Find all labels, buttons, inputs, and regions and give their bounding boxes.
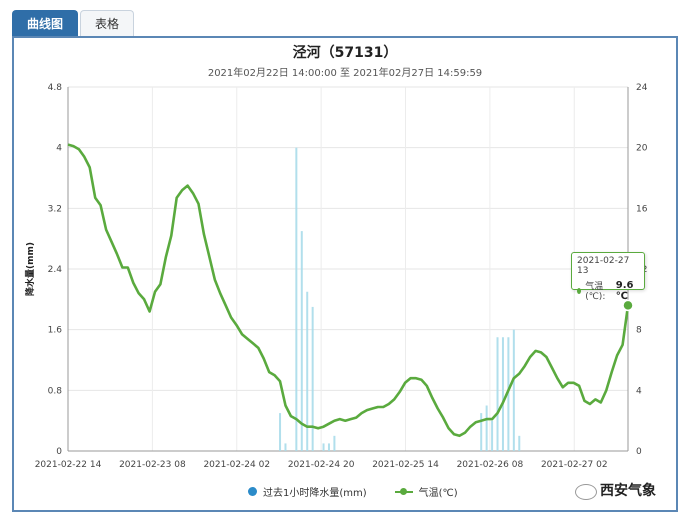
temperature-line-marker-icon bbox=[394, 487, 413, 495]
precipitation-bar bbox=[518, 435, 521, 451]
tooltip-series-dot-icon bbox=[577, 287, 582, 294]
y-right-tick-label: 4 bbox=[636, 386, 642, 396]
legend-item-temperature[interactable]: 气温(℃) bbox=[394, 484, 458, 499]
precipitation-bar bbox=[496, 337, 499, 451]
y-right-tick-label: 0 bbox=[636, 447, 642, 457]
precipitation-bar bbox=[480, 413, 483, 451]
data-tooltip: 2021-02-27 13 气温(℃): 9.6 ℃ bbox=[571, 252, 645, 302]
x-tick-label: 2021-02-27 02 bbox=[541, 460, 608, 470]
chart-panel bbox=[12, 36, 678, 512]
tooltip-label: 气温(℃): bbox=[585, 282, 606, 302]
precipitation-bar bbox=[311, 306, 314, 451]
tooltip-value: 9.6 ℃ bbox=[615, 279, 634, 302]
precipitation-bar bbox=[306, 291, 309, 451]
temperature-line bbox=[67, 143, 630, 438]
y-left-tick-label: 3.2 bbox=[48, 204, 62, 214]
tooltip-time: 2021-02-27 13 bbox=[577, 256, 630, 276]
precipitation-bar bbox=[507, 337, 510, 451]
y-left-tick-label: 4 bbox=[56, 144, 62, 154]
wechat-logo-icon bbox=[575, 484, 597, 500]
tab-chart[interactable]: 曲线图 bbox=[12, 10, 79, 36]
precipitation-bar bbox=[300, 231, 303, 451]
precipitation-bar bbox=[327, 443, 330, 451]
precipitation-bar bbox=[491, 420, 494, 451]
x-tick-label: 2021-02-25 14 bbox=[372, 460, 439, 470]
y-axis-left-title: 降水量(mm) bbox=[24, 242, 36, 296]
x-tick-label: 2021-02-26 08 bbox=[457, 460, 524, 470]
chart-title: 泾河（57131） bbox=[292, 45, 398, 61]
precipitation-bar bbox=[279, 413, 282, 451]
y-left-tick-label: 1.6 bbox=[48, 326, 63, 336]
precipitation-marker-icon bbox=[248, 487, 257, 496]
y-right-tick-label: 20 bbox=[636, 144, 648, 154]
x-tick-label: 2021-02-23 08 bbox=[119, 460, 186, 470]
precipitation-bar bbox=[322, 443, 325, 451]
chart-legend: 过去1小时降水量(mm) 气温(℃) bbox=[248, 484, 486, 499]
precipitation-bar bbox=[485, 405, 488, 451]
legend-item-precipitation[interactable]: 过去1小时降水量(mm) bbox=[248, 484, 367, 499]
tab-table[interactable]: 表格 bbox=[80, 10, 135, 36]
precipitation-bar bbox=[295, 147, 298, 451]
precipitation-bar bbox=[333, 435, 336, 451]
legend-label-precipitation: 过去1小时降水量(mm) bbox=[263, 488, 367, 499]
y-left-tick-label: 0.8 bbox=[48, 386, 63, 396]
watermark-text: 西安气象 bbox=[600, 483, 656, 499]
legend-label-temperature: 气温(℃) bbox=[418, 488, 458, 499]
y-left-tick-label: 2.4 bbox=[48, 265, 63, 275]
y-left-tick-label: 0 bbox=[56, 447, 62, 457]
precipitation-bar bbox=[512, 329, 515, 451]
temperature-hover-point bbox=[622, 299, 634, 312]
y-right-tick-label: 24 bbox=[636, 83, 648, 93]
precipitation-bar bbox=[284, 443, 287, 451]
precipitation-bar bbox=[501, 337, 504, 451]
x-tick-label: 2021-02-22 14 bbox=[35, 460, 102, 470]
x-tick-label: 2021-02-24 20 bbox=[288, 460, 355, 470]
y-right-tick-label: 8 bbox=[636, 326, 642, 336]
y-right-tick-label: 16 bbox=[636, 204, 648, 214]
tab-bar: 曲线图 表格 bbox=[12, 10, 136, 36]
x-tick-label: 2021-02-24 02 bbox=[203, 460, 270, 470]
chart-subtitle: 2021年02月22日 14:00:00 至 2021年02月27日 14:59… bbox=[207, 68, 483, 79]
y-left-tick-label: 4.8 bbox=[48, 83, 63, 93]
